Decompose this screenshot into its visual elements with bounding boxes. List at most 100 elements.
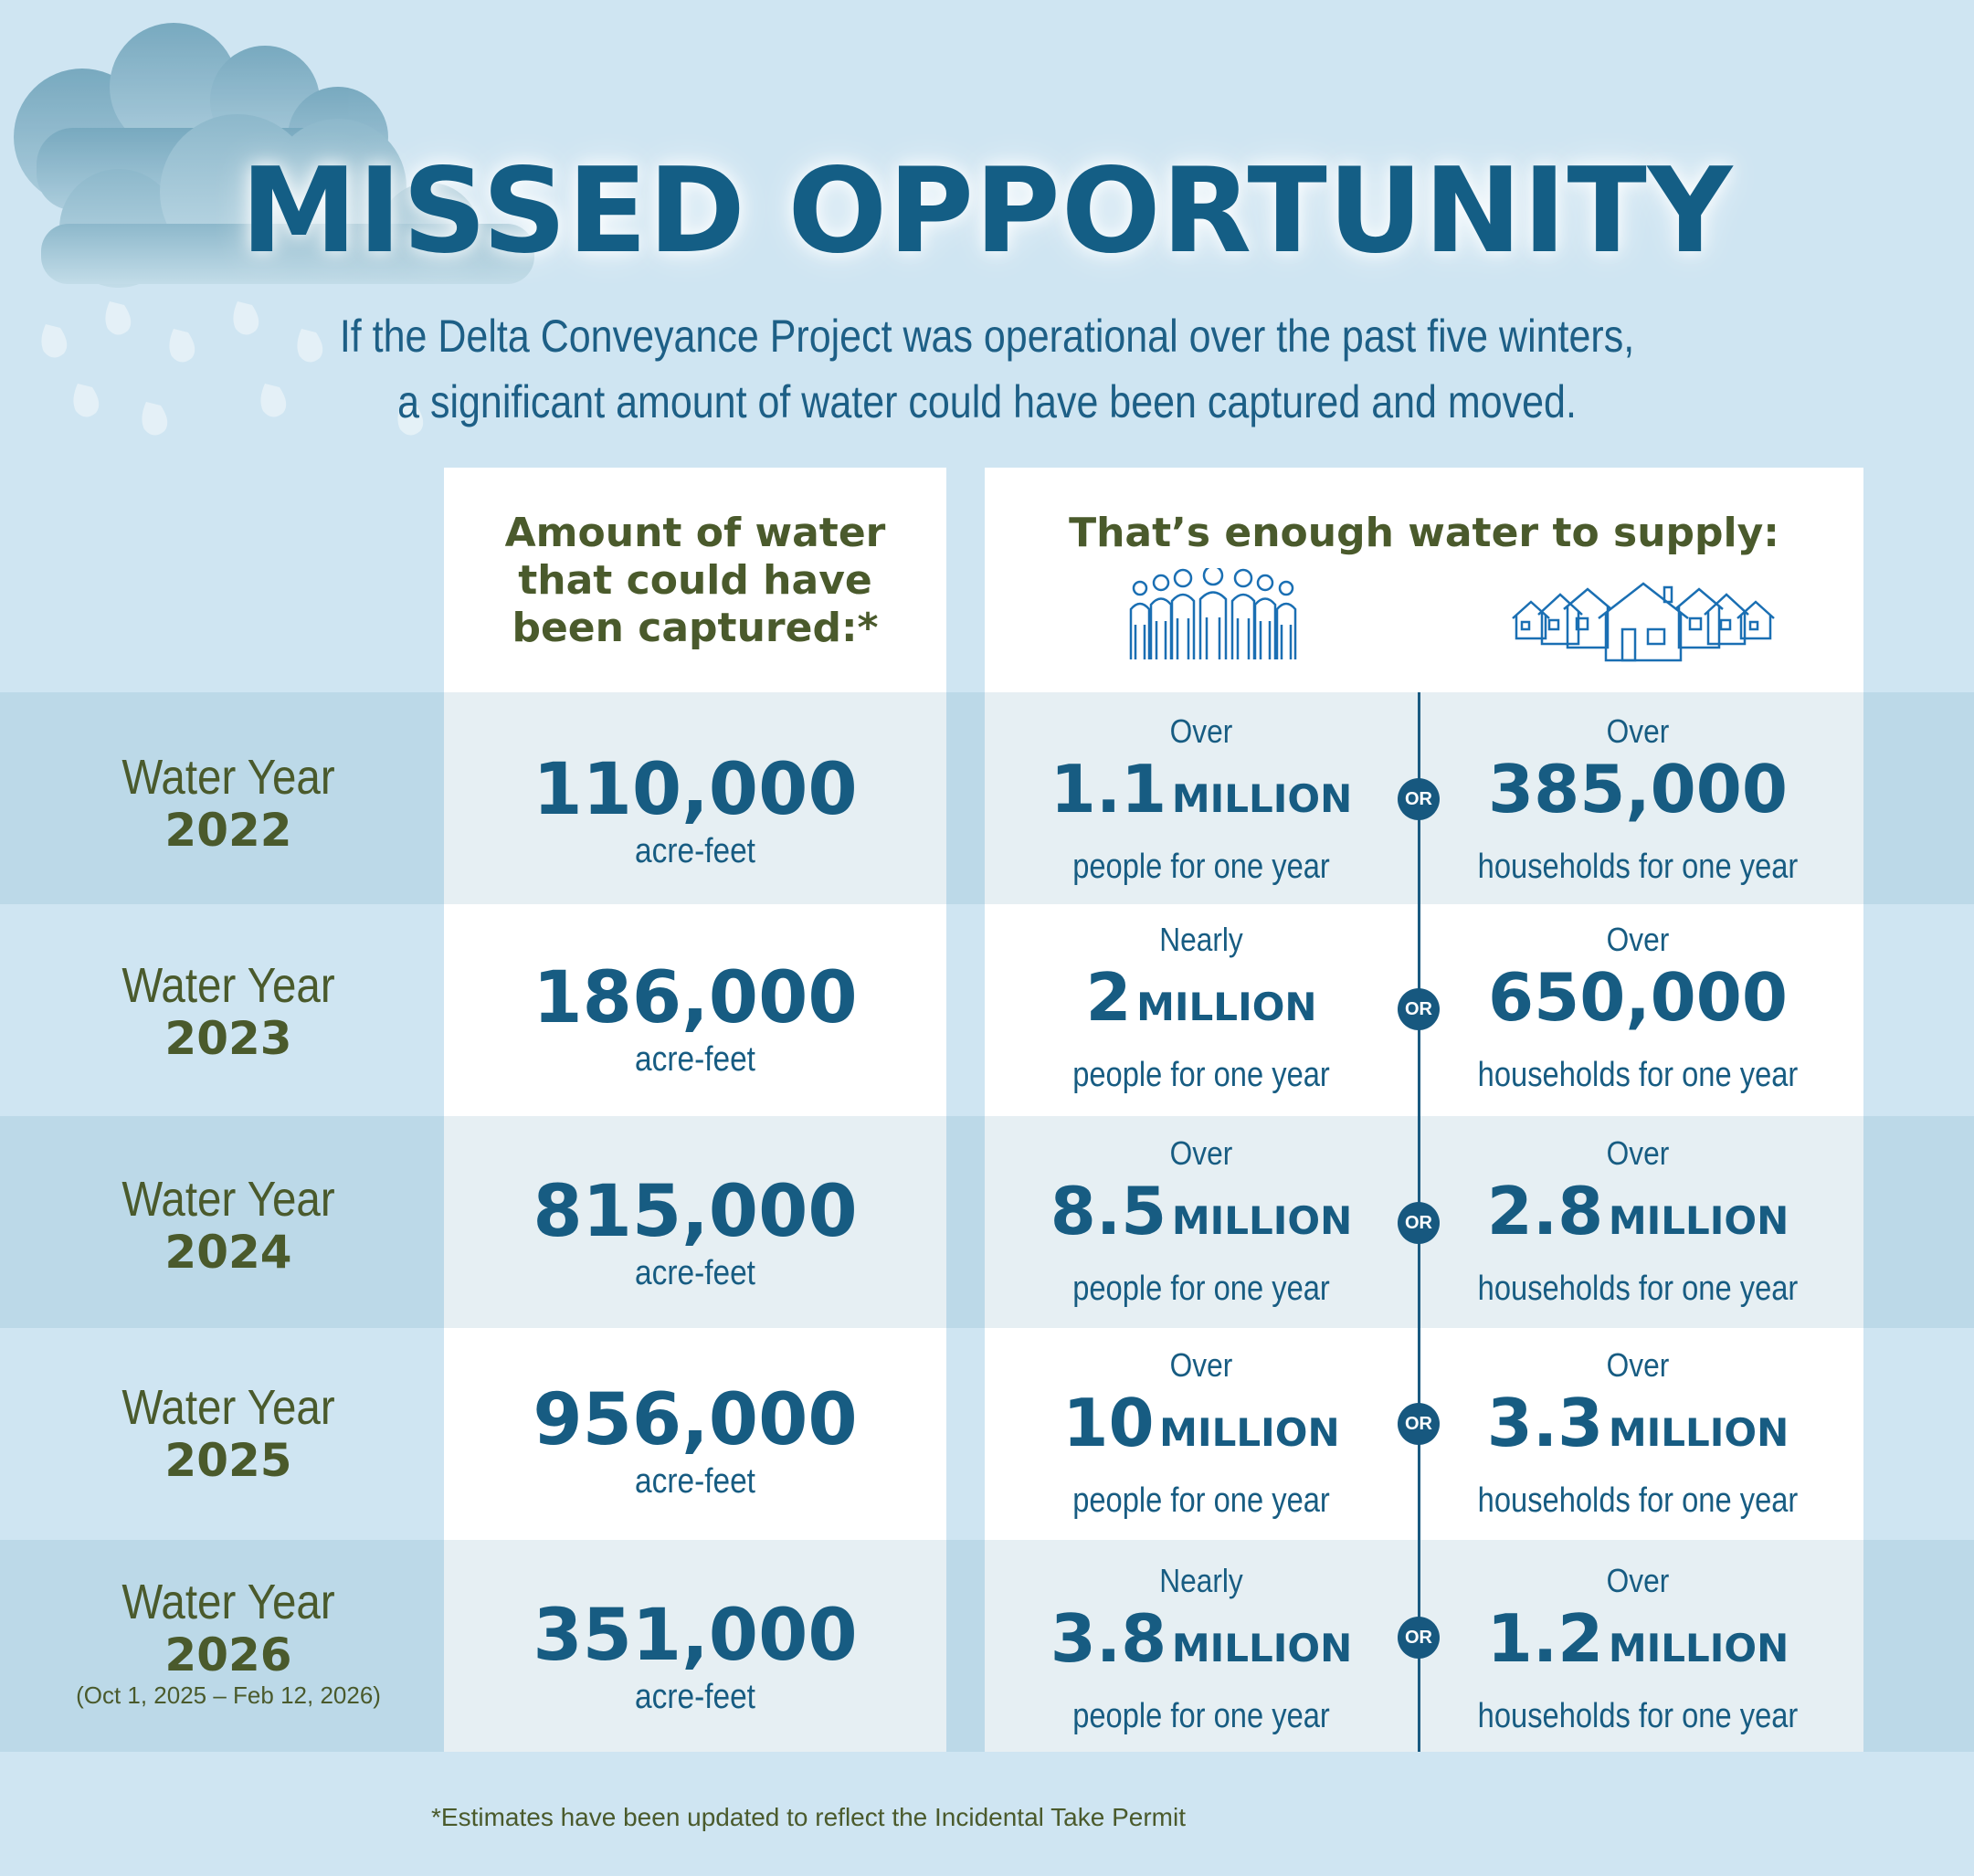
- amount-number: 351,000: [533, 1595, 858, 1677]
- amount-value: 815,000 acre-feet: [444, 1171, 946, 1293]
- people-stat-2022: Over 1.1 MILLION people for one year: [1005, 712, 1398, 888]
- row-label-2024: Water Year 2024: [55, 1173, 402, 1279]
- stat-value: 3.3 MILLION: [1441, 1385, 1834, 1480]
- stat-magnitude: MILLION: [1171, 1198, 1353, 1243]
- stat-description: people for one year: [1072, 848, 1330, 886]
- supply-header-text: That’s enough water to supply:: [1069, 510, 1779, 556]
- year-word: Water Year: [121, 958, 335, 1013]
- stat-qualifier: Over: [1606, 921, 1670, 958]
- year-word: Water Year: [121, 1575, 335, 1629]
- stat-number: 8.5: [1050, 1173, 1167, 1249]
- amount-cell-2025: 956,000 acre-feet: [444, 1328, 946, 1540]
- amount-value: 110,000 acre-feet: [444, 749, 946, 871]
- stat-value: 385,000: [1441, 751, 1834, 846]
- stat-description: people for one year: [1072, 1270, 1330, 1308]
- people-stat-2025: Over 10 MILLION people for one year: [1005, 1346, 1398, 1522]
- stat-description: households for one year: [1477, 848, 1799, 886]
- stat-magnitude: MILLION: [1136, 985, 1317, 1029]
- stat-number: 10: [1062, 1385, 1155, 1461]
- subtitle-line-2: a significant amount of water could have…: [397, 376, 1577, 427]
- stat-magnitude: MILLION: [1159, 1410, 1340, 1455]
- amount-unit: acre-feet: [635, 1254, 755, 1292]
- or-badge: OR: [1398, 1202, 1440, 1244]
- year-date-range: (Oct 1, 2025 – Feb 12, 2026): [76, 1681, 381, 1709]
- stat-description: households for one year: [1477, 1270, 1799, 1308]
- supply-header: That’s enough water to supply:: [985, 468, 1863, 692]
- stat-qualifier: Over: [1606, 1562, 1670, 1599]
- amount-cell-2026: 351,000 acre-feet: [444, 1540, 946, 1752]
- stat-magnitude: MILLION: [1608, 1410, 1789, 1455]
- stat-value: 2 MILLION: [1005, 959, 1398, 1054]
- households-stat-2025: Over 3.3 MILLION households for one year: [1441, 1346, 1834, 1522]
- year-number: 2025: [164, 1434, 292, 1487]
- households-stat-2024: Over 2.8 MILLION households for one year: [1441, 1134, 1834, 1310]
- row-label-2025: Water Year 2025: [55, 1381, 402, 1487]
- stat-qualifier: Over: [1169, 1346, 1233, 1384]
- amount-cell-2024: 815,000 acre-feet: [444, 1116, 946, 1328]
- stat-value: 3.8 MILLION: [1005, 1600, 1398, 1695]
- amount-header-line-1: Amount of water: [504, 510, 886, 556]
- stat-value: 8.5 MILLION: [1005, 1173, 1398, 1268]
- stat-value: 1.1 MILLION: [1005, 751, 1398, 846]
- amount-header-text: Amount of water that could have been cap…: [444, 510, 946, 652]
- year-word: Water Year: [121, 1172, 335, 1227]
- stat-description: people for one year: [1072, 1697, 1330, 1735]
- or-badge: OR: [1398, 1617, 1440, 1659]
- amount-value: 351,000 acre-feet: [444, 1595, 946, 1717]
- stat-value: 650,000: [1441, 959, 1834, 1054]
- amount-header: Amount of water that could have been cap…: [444, 468, 946, 692]
- subtitle: If the Delta Conveyance Project was oper…: [138, 303, 1835, 435]
- stat-qualifier: Nearly: [1159, 921, 1243, 958]
- people-stat-2024: Over 8.5 MILLION people for one year: [1005, 1134, 1398, 1310]
- stat-number: 385,000: [1488, 751, 1788, 827]
- stat-description: people for one year: [1072, 1481, 1330, 1520]
- page-title: MISSED OPPORTUNITY: [240, 143, 1734, 279]
- amount-number: 186,000: [533, 957, 858, 1039]
- stat-magnitude: MILLION: [1171, 1626, 1353, 1670]
- or-badge: OR: [1398, 988, 1440, 1030]
- amount-unit: acre-feet: [635, 1678, 755, 1716]
- amount-unit: acre-feet: [635, 1462, 755, 1501]
- stat-qualifier: Over: [1169, 1134, 1233, 1172]
- stat-number: 3.3: [1486, 1385, 1604, 1461]
- stat-description: households for one year: [1477, 1056, 1799, 1094]
- supply-column: That’s enough water to supply:: [985, 468, 1863, 1752]
- stat-value: 2.8 MILLION: [1441, 1173, 1834, 1268]
- amount-value: 186,000 acre-feet: [444, 957, 946, 1080]
- or-badge: OR: [1398, 778, 1440, 820]
- year-number: 2026: [164, 1628, 292, 1681]
- stat-magnitude: MILLION: [1608, 1626, 1789, 1670]
- row-label-2022: Water Year 2022: [55, 751, 402, 857]
- amount-number: 956,000: [533, 1379, 858, 1461]
- stat-number: 2: [1085, 959, 1132, 1036]
- year-number: 2023: [164, 1012, 292, 1065]
- stat-value: 10 MILLION: [1005, 1385, 1398, 1480]
- people-stat-2023: Nearly 2 MILLION people for one year: [1005, 921, 1398, 1096]
- stat-magnitude: MILLION: [1171, 776, 1353, 821]
- stat-number: 650,000: [1488, 959, 1788, 1036]
- stat-qualifier: Nearly: [1159, 1562, 1243, 1599]
- people-group-icon: [1129, 568, 1297, 659]
- stat-qualifier: Over: [1606, 1346, 1670, 1384]
- amount-cell-2022: 110,000 acre-feet: [444, 692, 946, 904]
- or-badge: OR: [1398, 1403, 1440, 1445]
- amount-cell-2023: 186,000 acre-feet: [444, 904, 946, 1116]
- row-label-2023: Water Year 2023: [55, 959, 402, 1065]
- stat-qualifier: Over: [1606, 1134, 1670, 1172]
- stat-qualifier: Over: [1606, 712, 1670, 750]
- households-stat-2023: Over 650,000 households for one year: [1441, 921, 1834, 1096]
- year-word: Water Year: [121, 1380, 335, 1435]
- stat-description: households for one year: [1477, 1697, 1799, 1735]
- amount-number: 110,000: [533, 749, 858, 831]
- stat-number: 1.2: [1486, 1600, 1604, 1677]
- amount-number: 815,000: [533, 1171, 858, 1253]
- amount-header-line-2: that could have: [518, 557, 872, 604]
- amount-unit: acre-feet: [635, 1040, 755, 1079]
- stat-magnitude: MILLION: [1608, 1198, 1789, 1243]
- amount-column: Amount of water that could have been cap…: [444, 468, 946, 1752]
- stat-number: 1.1: [1050, 751, 1167, 827]
- stat-value: 1.2 MILLION: [1441, 1600, 1834, 1695]
- row-label-2026: Water Year 2026 (Oct 1, 2025 – Feb 12, 2…: [55, 1576, 402, 1709]
- subtitle-line-1: If the Delta Conveyance Project was oper…: [339, 311, 1635, 362]
